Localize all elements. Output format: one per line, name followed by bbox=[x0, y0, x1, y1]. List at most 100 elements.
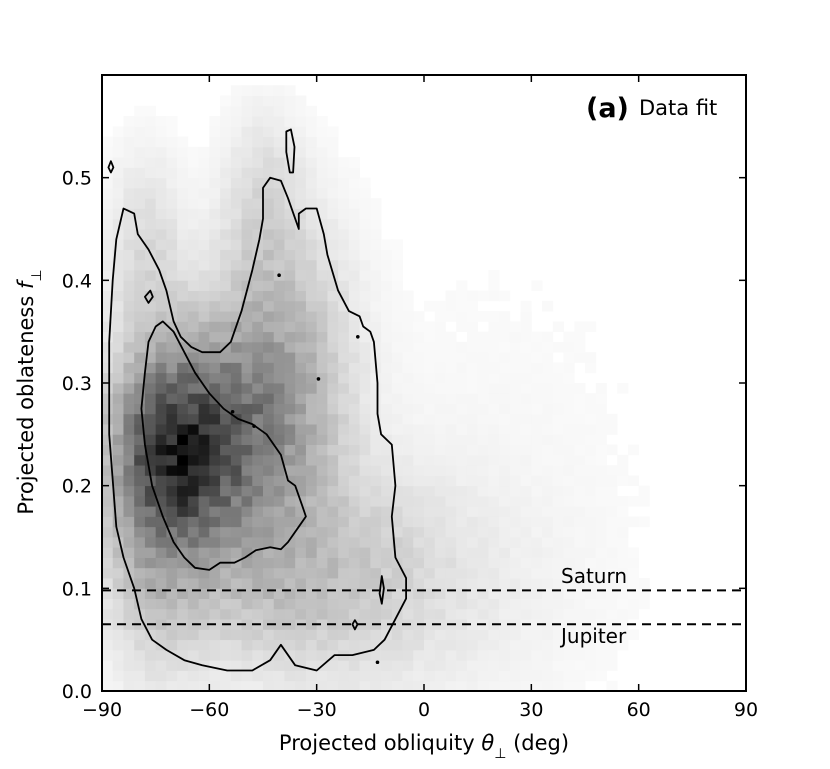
heatmap-cell bbox=[563, 495, 575, 507]
heatmap-cell bbox=[370, 475, 382, 487]
heatmap-cell bbox=[123, 598, 135, 610]
heatmap-cell bbox=[391, 321, 403, 333]
heatmap-cell bbox=[112, 485, 124, 497]
heatmap-cell bbox=[391, 424, 403, 435]
heatmap-cell bbox=[209, 537, 221, 548]
heatmap-cell bbox=[134, 588, 146, 599]
heatmap-cell bbox=[102, 598, 114, 610]
heatmap-cell bbox=[338, 403, 350, 415]
heatmap-cell bbox=[241, 578, 253, 589]
heatmap-cell bbox=[338, 208, 350, 220]
heatmap-cell bbox=[155, 198, 167, 209]
heatmap-cell bbox=[338, 300, 350, 312]
heatmap-cell bbox=[499, 475, 511, 487]
heatmap-cell bbox=[445, 372, 457, 384]
heatmap-cell bbox=[230, 639, 242, 651]
heatmap-cell bbox=[123, 475, 135, 487]
heatmap-cell bbox=[273, 198, 285, 209]
heatmap-cell bbox=[263, 434, 275, 445]
heatmap-cell bbox=[252, 95, 264, 107]
heatmap-cell bbox=[552, 403, 564, 415]
heatmap-cell bbox=[434, 578, 446, 589]
heatmap-cell bbox=[220, 105, 232, 117]
heatmap-cell bbox=[542, 413, 554, 425]
heatmap-cell bbox=[230, 537, 242, 548]
contour-island bbox=[285, 128, 296, 174]
heatmap-cell bbox=[434, 331, 446, 343]
heatmap-cell bbox=[348, 321, 360, 333]
heatmap-cell bbox=[381, 249, 393, 261]
heatmap-cell bbox=[102, 537, 114, 548]
heatmap-cell bbox=[102, 177, 114, 189]
heatmap-cell bbox=[134, 270, 146, 281]
heatmap-cell bbox=[102, 331, 114, 343]
heatmap-cell bbox=[155, 136, 167, 148]
heatmap-cell bbox=[327, 588, 339, 599]
heatmap-cell bbox=[230, 105, 242, 117]
heatmap-cell bbox=[327, 331, 339, 343]
heatmap-cell bbox=[102, 629, 114, 641]
heatmap-cell bbox=[177, 372, 189, 384]
heatmap-cell bbox=[488, 383, 500, 394]
heatmap-cell bbox=[413, 454, 425, 466]
heatmap-cell bbox=[102, 465, 114, 476]
heatmap-cell bbox=[166, 485, 178, 497]
heatmap-cell bbox=[134, 424, 146, 435]
heatmap-cell bbox=[370, 495, 382, 507]
heatmap-cell bbox=[531, 444, 543, 456]
x-axis-title-symbol: θ bbox=[481, 731, 494, 755]
heatmap-cell bbox=[391, 311, 403, 322]
heatmap-cell bbox=[348, 239, 360, 250]
heatmap-cell bbox=[466, 341, 479, 353]
heatmap-cell bbox=[477, 557, 489, 569]
heatmap-cell bbox=[445, 547, 457, 558]
heatmap-cell bbox=[499, 557, 511, 569]
heatmap-cell bbox=[177, 475, 189, 487]
heatmap-cell bbox=[509, 567, 521, 579]
contour-dot bbox=[316, 377, 321, 381]
heatmap-cell bbox=[198, 444, 210, 456]
heatmap-cell bbox=[348, 300, 360, 312]
heatmap-cell bbox=[359, 516, 371, 528]
heatmap-cell bbox=[209, 413, 221, 425]
heatmap-cell bbox=[531, 516, 543, 528]
heatmap-cell bbox=[617, 639, 629, 651]
heatmap-cell bbox=[166, 578, 178, 589]
heatmap-cell bbox=[327, 680, 339, 692]
heatmap-cell bbox=[177, 639, 189, 651]
heatmap-cell bbox=[305, 352, 318, 363]
heatmap-cell bbox=[574, 598, 586, 610]
heatmap-cell bbox=[552, 362, 564, 374]
heatmap-cell bbox=[134, 516, 146, 528]
heatmap-cell bbox=[542, 434, 554, 445]
heatmap-cell bbox=[209, 660, 221, 671]
heatmap-cell bbox=[177, 413, 189, 425]
heatmap-cell bbox=[155, 167, 167, 179]
heatmap-cell bbox=[187, 475, 199, 487]
heatmap-cell bbox=[552, 495, 564, 507]
heatmap-cell bbox=[348, 218, 360, 230]
heatmap-cell bbox=[338, 660, 350, 671]
heatmap-cell bbox=[198, 608, 210, 620]
heatmap-cell bbox=[456, 280, 468, 291]
heatmap-cell bbox=[391, 588, 403, 599]
heatmap-cell bbox=[434, 547, 446, 558]
heatmap-cell bbox=[348, 280, 360, 291]
heatmap-cell bbox=[284, 424, 296, 435]
heatmap-cell bbox=[177, 136, 189, 148]
heatmap-cell bbox=[112, 198, 124, 209]
heatmap-cell bbox=[488, 454, 500, 466]
heatmap-cell bbox=[381, 300, 393, 312]
heatmap-cell bbox=[381, 670, 393, 682]
heatmap-cell bbox=[155, 424, 167, 435]
heatmap-cell bbox=[520, 670, 532, 682]
heatmap-cell bbox=[123, 372, 135, 384]
heatmap-cell bbox=[338, 280, 350, 291]
heatmap-cell bbox=[241, 157, 253, 168]
heatmap-cell bbox=[155, 218, 167, 230]
heatmap-cell bbox=[144, 259, 157, 271]
heatmap-cell bbox=[230, 619, 242, 630]
heatmap-cell bbox=[445, 311, 457, 322]
heatmap-cell bbox=[102, 321, 114, 333]
heatmap-cell bbox=[520, 506, 532, 517]
